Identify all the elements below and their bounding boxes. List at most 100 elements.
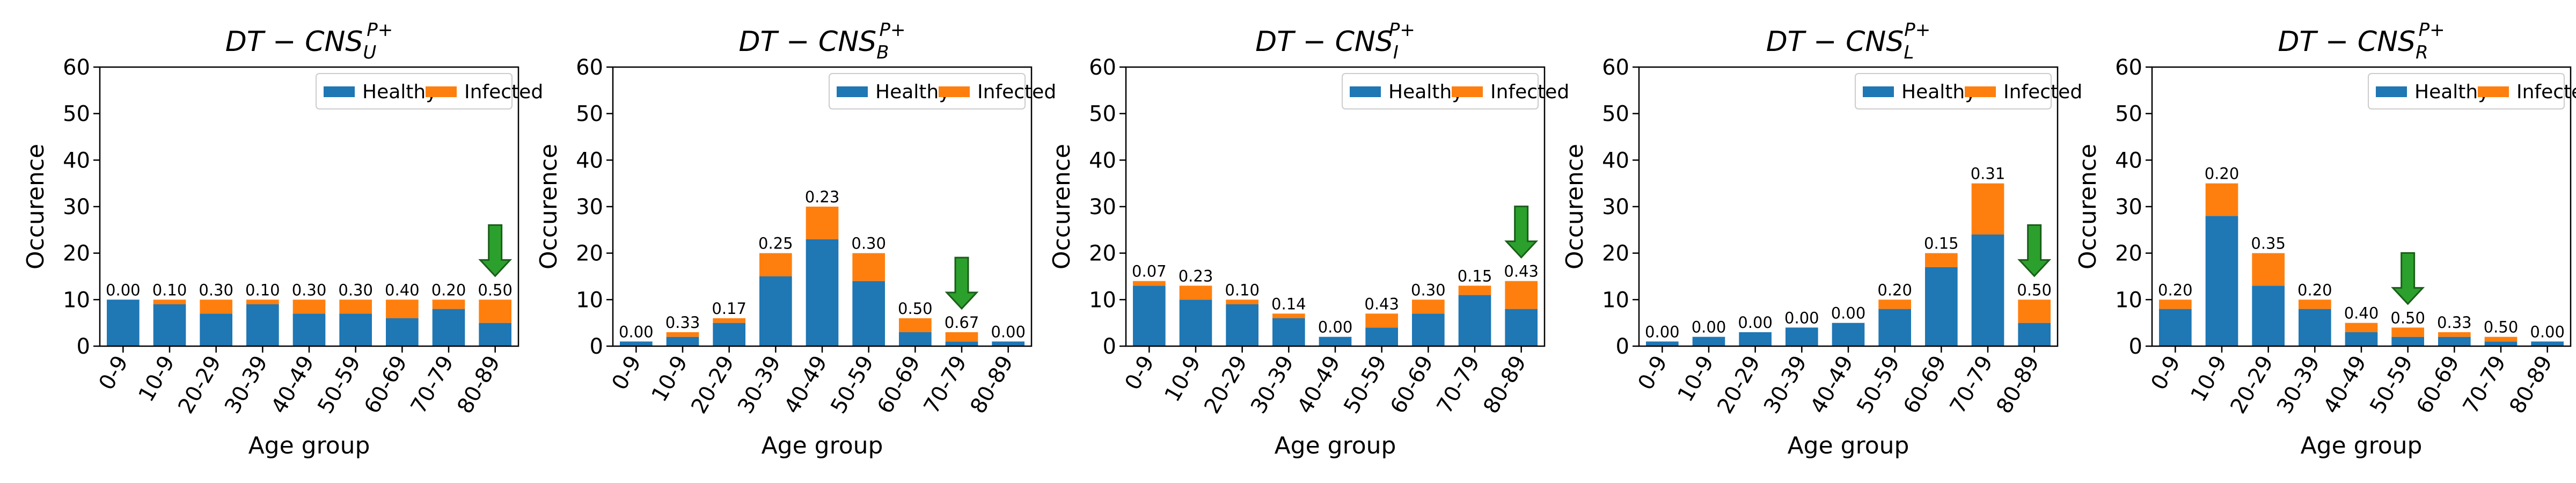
- legend-box: [316, 73, 513, 109]
- legend-label-healthy: Healthy: [2414, 81, 2490, 103]
- data-label-10-9: 0.23: [1179, 267, 1213, 285]
- data-label-0-9: 0.00: [619, 323, 654, 341]
- x-tick-label: 20-29: [2226, 352, 2278, 418]
- highlight-arrow-icon: [1504, 206, 1539, 259]
- y-axis-label: Occurence: [22, 144, 49, 269]
- x-tick-label: 70-79: [406, 352, 459, 418]
- chart-title: DT − CNSLP+: [1766, 19, 1931, 63]
- data-label-20-29: 0.35: [2251, 235, 2286, 253]
- data-label-0-9: 0.00: [1645, 323, 1680, 341]
- data-label-20-29: 0.10: [1225, 281, 1260, 299]
- bar-infected-70-79: [945, 332, 978, 342]
- title-main: DT − CNS: [2278, 26, 2416, 58]
- x-tick-label: 20-29: [686, 352, 739, 418]
- legend-label-infected: Infected: [464, 81, 543, 103]
- data-label-60-69: 0.50: [898, 299, 933, 318]
- bar-healthy-40-49: [2345, 332, 2378, 346]
- data-label-30-39: 0.14: [1271, 295, 1306, 313]
- bar-infected-10-9: [153, 299, 186, 304]
- x-axis-label: Age group: [1275, 432, 1396, 459]
- bar-healthy-60-69: [2438, 336, 2471, 346]
- bar-healthy-80-89: [479, 323, 511, 346]
- bar-healthy-70-79: [1971, 235, 2004, 346]
- bar-infected-0-9: [2159, 299, 2192, 309]
- title-subscript: B: [876, 42, 889, 63]
- legend-label-infected: Infected: [2003, 81, 2082, 103]
- y-tick-label: 10: [63, 288, 90, 312]
- x-tick-label: 30-39: [1759, 352, 1812, 418]
- bar-infected-10-9: [666, 332, 699, 337]
- bar-healthy-40-49: [806, 239, 839, 346]
- data-label-40-49: 0.23: [805, 188, 840, 206]
- legend-swatch-healthy: [1863, 86, 1894, 97]
- bar-healthy-50-59: [339, 313, 372, 346]
- bar-healthy-80-89: [1505, 309, 1538, 346]
- y-axis-label: Occurence: [2074, 144, 2102, 269]
- y-tick-label: 20: [576, 241, 603, 266]
- bar-group: 0.00 0.10 0.30 0.10 0.30 0.30 0.40 0.20 0.50: [106, 281, 513, 346]
- y-tick-label: 50: [2115, 102, 2142, 127]
- data-label-20-29: 0.17: [712, 299, 747, 318]
- bar-healthy-20-29: [1739, 332, 1772, 346]
- x-tick-label: 70-79: [1432, 352, 1485, 418]
- bar-healthy-10-9: [153, 304, 186, 346]
- y-tick-label: 20: [63, 241, 90, 266]
- y-axis-label: Occurence: [1561, 144, 1589, 269]
- y-tick-label: 60: [1089, 55, 1116, 80]
- bar-infected-70-79: [1458, 286, 1491, 295]
- bar-group: 0.00 0.33 0.17 0.25 0.23 0.30 0.50 0.67 0.00: [619, 188, 1026, 346]
- bar-healthy-60-69: [1412, 313, 1445, 346]
- legend-swatch-infected: [2478, 86, 2509, 97]
- bar-infected-20-29: [1226, 299, 1258, 304]
- bar-infected-30-39: [1272, 313, 1305, 318]
- legend: Healthy Infected: [1342, 73, 1569, 109]
- x-tick-label: 10-9: [1160, 352, 1205, 406]
- y-tick-label: 50: [1602, 102, 1629, 127]
- x-tick-label: 30-39: [2272, 352, 2325, 418]
- bar-infected-10-9: [2205, 183, 2238, 216]
- chart-title: DT − CNSRP+: [2278, 19, 2445, 63]
- chart-panel-2: 0.00 0.33 0.17 0.25 0.23 0.30 0.50 0.67 0.00 0 10 2…: [535, 19, 1056, 459]
- bar-healthy-0-9: [1646, 341, 1679, 346]
- y-tick-label: 0: [77, 334, 90, 359]
- bar-healthy-80-89: [2531, 341, 2564, 346]
- x-tick-label: 70-79: [1945, 352, 1998, 418]
- data-label-40-49: 0.00: [1318, 318, 1353, 336]
- bar-infected-60-69: [386, 299, 419, 318]
- data-label-80-89: 0.50: [478, 281, 513, 299]
- y-tick-label: 10: [1089, 288, 1116, 312]
- bar-healthy-50-59: [2391, 336, 2424, 346]
- bar-infected-70-79: [1971, 183, 2004, 235]
- bar-healthy-0-9: [107, 299, 140, 346]
- bar-healthy-10-9: [1179, 299, 1212, 346]
- bar-infected-50-59: [1878, 299, 1911, 309]
- bar-infected-60-69: [1925, 253, 1958, 267]
- x-tick-label: 60-69: [1386, 352, 1438, 418]
- y-tick-label: 30: [576, 195, 603, 219]
- bar-infected-80-89: [1505, 281, 1538, 309]
- y-axis: 0 10 20 30 40 50 60: [1089, 55, 1126, 359]
- title-superscript: P+: [367, 19, 393, 41]
- x-tick-label: 0-9: [2146, 352, 2185, 394]
- x-tick-label: 20-29: [1713, 352, 1765, 418]
- data-label-60-69: 0.40: [385, 281, 420, 299]
- x-tick-label: 60-69: [873, 352, 925, 418]
- bar-healthy-60-69: [899, 332, 932, 346]
- x-tick-label: 40-49: [267, 352, 319, 418]
- y-tick-label: 10: [1602, 288, 1629, 312]
- bar-healthy-30-39: [1785, 327, 1818, 346]
- y-tick-label: 40: [63, 148, 90, 173]
- legend-box: [1855, 73, 2052, 109]
- bar-healthy-50-59: [852, 281, 885, 346]
- bar-healthy-80-89: [992, 341, 1024, 346]
- y-tick-label: 30: [1602, 195, 1629, 219]
- title-subscript: U: [363, 42, 376, 63]
- y-tick-label: 20: [1602, 241, 1629, 266]
- x-tick-label: 50-59: [826, 352, 879, 418]
- legend-swatch-healthy: [2376, 86, 2407, 97]
- bar-healthy-40-49: [292, 313, 326, 346]
- bar-infected-30-39: [2299, 299, 2331, 309]
- data-label-70-79: 0.67: [945, 313, 979, 332]
- bar-infected-20-29: [200, 299, 232, 314]
- x-axis-label: Age group: [1788, 432, 1909, 459]
